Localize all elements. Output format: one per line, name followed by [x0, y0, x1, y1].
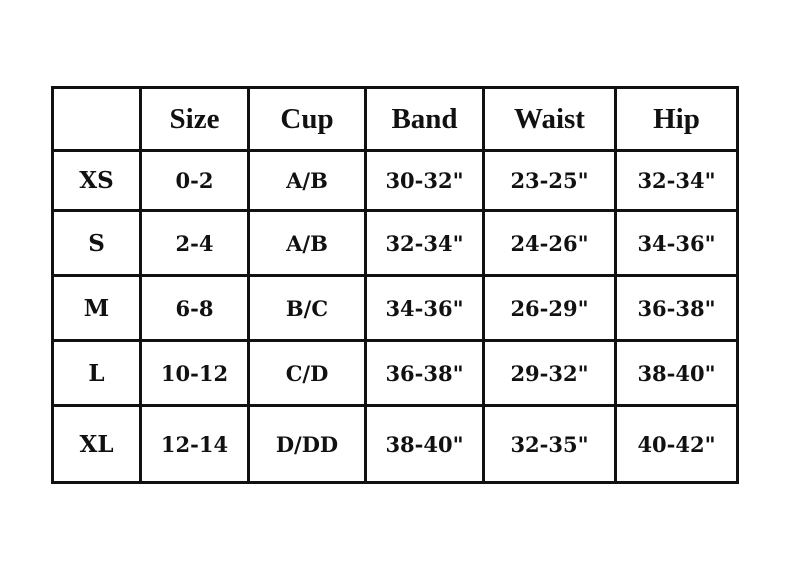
header-corner [51, 86, 142, 152]
cell-waist: 29-32" [482, 339, 617, 407]
cell-band: 34-36" [364, 274, 485, 342]
header-cup: Cup [247, 86, 367, 152]
cell-band: 32-34" [364, 209, 485, 277]
cell-cup: D/DD [247, 404, 367, 484]
table-row: L 10-12 C/D 36-38" 29-32" 38-40" [51, 339, 739, 407]
row-label: XS [51, 149, 142, 212]
cell-cup: B/C [247, 274, 367, 342]
header-row: Size Cup Band Waist Hip [51, 86, 739, 152]
cell-hip: 38-40" [614, 339, 739, 407]
header-waist: Waist [482, 86, 617, 152]
table-row: S 2-4 A/B 32-34" 24-26" 34-36" [51, 209, 739, 277]
row-label: M [51, 274, 142, 342]
cell-size: 10-12 [139, 339, 250, 407]
table-row: XL 12-14 D/DD 38-40" 32-35" 40-42" [51, 404, 739, 484]
row-label: XL [51, 404, 142, 484]
header-size: Size [139, 86, 250, 152]
cell-cup: C/D [247, 339, 367, 407]
table-row: XS 0-2 A/B 30-32" 23-25" 32-34" [51, 149, 739, 212]
size-chart-table: Size Cup Band Waist Hip XS 0-2 A/B 30-32… [51, 86, 739, 484]
cell-hip: 34-36" [614, 209, 739, 277]
cell-size: 12-14 [139, 404, 250, 484]
cell-hip: 36-38" [614, 274, 739, 342]
row-label: L [51, 339, 142, 407]
cell-cup: A/B [247, 149, 367, 212]
cell-band: 38-40" [364, 404, 485, 484]
header-hip: Hip [614, 86, 739, 152]
cell-waist: 23-25" [482, 149, 617, 212]
cell-hip: 40-42" [614, 404, 739, 484]
cell-size: 6-8 [139, 274, 250, 342]
cell-size: 2-4 [139, 209, 250, 277]
cell-hip: 32-34" [614, 149, 739, 212]
header-band: Band [364, 86, 485, 152]
cell-band: 30-32" [364, 149, 485, 212]
row-label: S [51, 209, 142, 277]
cell-band: 36-38" [364, 339, 485, 407]
cell-cup: A/B [247, 209, 367, 277]
cell-waist: 24-26" [482, 209, 617, 277]
cell-waist: 26-29" [482, 274, 617, 342]
cell-waist: 32-35" [482, 404, 617, 484]
cell-size: 0-2 [139, 149, 250, 212]
table-row: M 6-8 B/C 34-36" 26-29" 36-38" [51, 274, 739, 342]
